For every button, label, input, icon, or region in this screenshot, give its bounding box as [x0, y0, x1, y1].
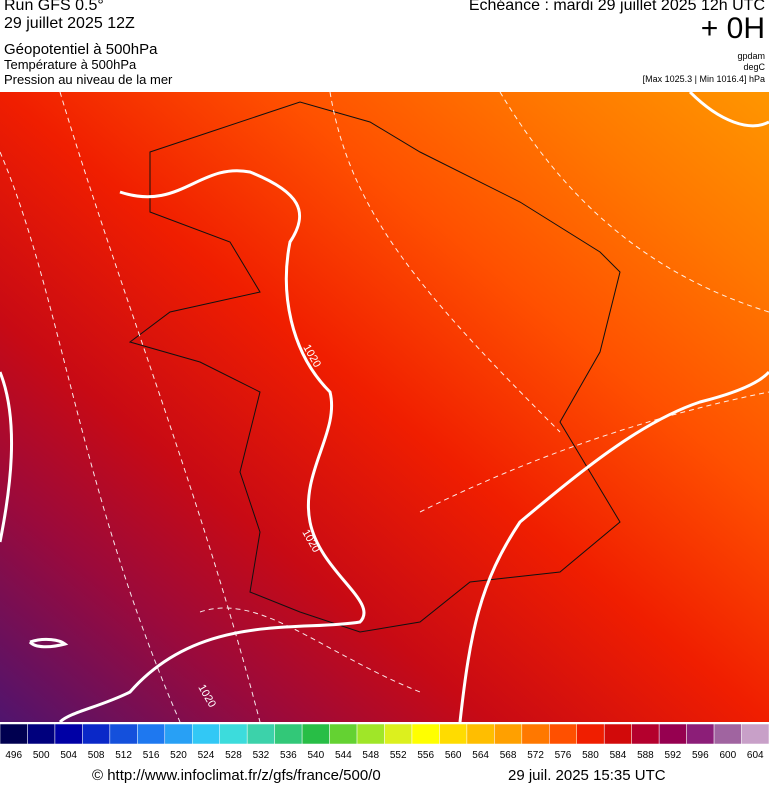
colorbar-label: 540: [307, 750, 324, 761]
colorbar-label: 504: [60, 750, 77, 761]
colorbar-label: 544: [335, 750, 352, 761]
temperature-contours: [0, 92, 769, 722]
colorbar-swatch: [603, 724, 632, 745]
colorbar-label: 496: [5, 750, 22, 761]
colorbar-label: 556: [417, 750, 434, 761]
pressure-range: [Max 1025.3 | Min 1016.4] hPa: [642, 74, 765, 84]
colorbar-label: 596: [692, 750, 709, 761]
colorbar-label: 592: [665, 750, 682, 761]
timestamp: 29 juil. 2025 15:35 UTC: [508, 767, 666, 784]
colorbar-label: 548: [362, 750, 379, 761]
colorbar-label: 500: [33, 750, 50, 761]
colorbar-label: 536: [280, 750, 297, 761]
field-background: [0, 92, 769, 722]
colorbar-swatch: [411, 724, 440, 745]
colorbar-swatch: [631, 724, 660, 745]
colorbar-label: 516: [143, 750, 160, 761]
colorbar-swatch: [686, 724, 715, 745]
source-url: © http://www.infoclimat.fr/z/gfs/france/…: [92, 767, 381, 784]
colorbar-swatch: [0, 724, 28, 745]
colorbar-label: 572: [527, 750, 544, 761]
colorbar-label: 576: [555, 750, 572, 761]
colorbar-label: 508: [88, 750, 105, 761]
colorbar-label: 532: [253, 750, 270, 761]
country-border: [128, 101, 621, 633]
colorbar-label: 584: [610, 750, 627, 761]
colorbar-swatch: [384, 724, 413, 745]
unit: gpdam: [737, 51, 765, 61]
colorbar-swatch: [192, 724, 220, 745]
isobars: [0, 92, 769, 722]
colorbar: 496 500 504 508 512 516 520 524 528 532 536 540 544 5…: [0, 724, 769, 761]
echeance: Echéance : mardi 29 juillet 2025 12h UTC: [468, 0, 765, 14]
colorbar-swatch: [439, 724, 468, 745]
colorbar-swatch: [466, 724, 495, 745]
colorbar-swatch: [549, 724, 577, 745]
colorbar-swatch: [219, 724, 248, 745]
map: 1020 1020 1020: [0, 92, 769, 722]
colorbar-swatch: [82, 724, 111, 745]
colorbar-label: 600: [719, 750, 736, 761]
colorbar-label: 588: [637, 750, 654, 761]
colorbar-label: 564: [472, 750, 489, 761]
colorbar-label: 580: [582, 750, 599, 761]
colorbar-swatch: [658, 724, 687, 745]
colorbar-swatch: [329, 724, 358, 745]
colorbar-swatch: [521, 724, 550, 745]
colorbar-swatch: [713, 724, 742, 745]
run-label: Run GFS 0.5°: [4, 0, 104, 14]
colorbar-swatch: [356, 724, 385, 745]
colorbar-swatch: [246, 724, 275, 745]
colorbar-swatch: [109, 724, 138, 745]
colorbar-swatch: [27, 724, 56, 745]
colorbar-label: 560: [445, 750, 462, 761]
colorbar-swatch: [576, 724, 605, 745]
field-title: Température à 500hPa: [4, 57, 137, 72]
colorbar-swatch: [494, 724, 523, 745]
colorbar-label: 528: [225, 750, 242, 761]
colorbar-label: 520: [170, 750, 187, 761]
colorbar-label: 552: [390, 750, 407, 761]
colorbar-swatch: [741, 724, 769, 745]
colorbar-label: 568: [500, 750, 517, 761]
field-title: Géopotentiel à 500hPa: [4, 41, 158, 58]
field-title: Pression au niveau de la mer: [4, 72, 173, 87]
colorbar-label: 512: [115, 750, 132, 761]
unit: degC: [743, 62, 765, 72]
offset: + 0H: [700, 12, 765, 45]
colorbar-label: 524: [198, 750, 215, 761]
colorbar-swatch: [137, 724, 166, 745]
colorbar-swatch: [54, 724, 83, 745]
colorbar-swatch: [164, 724, 193, 745]
colorbar-swatch: [301, 724, 330, 745]
colorbar-swatch: [274, 724, 303, 745]
run-date: 29 juillet 2025 12Z: [4, 15, 135, 32]
colorbar-label: 604: [747, 750, 764, 761]
